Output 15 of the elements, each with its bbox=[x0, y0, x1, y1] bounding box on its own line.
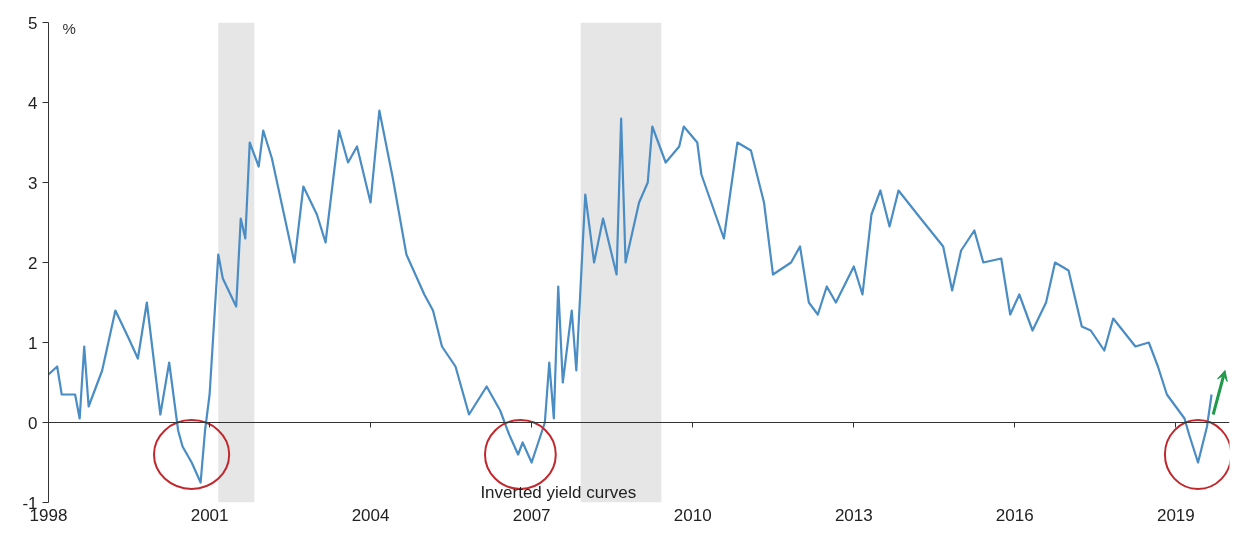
y-tick-label: 4 bbox=[28, 93, 38, 113]
x-tick-label: 2013 bbox=[834, 505, 873, 525]
y-tick-label: 2 bbox=[28, 253, 38, 273]
y-tick-label: 5 bbox=[28, 13, 38, 33]
y-tick-label: 1 bbox=[28, 333, 38, 353]
x-tick-label: 2004 bbox=[351, 505, 390, 525]
y-axis-title: % bbox=[62, 19, 76, 37]
y-tick-label: 0 bbox=[28, 413, 38, 433]
y-tick-label: 3 bbox=[28, 173, 38, 193]
x-tick-label: 2010 bbox=[673, 505, 712, 525]
annotation: Inverted yield curves bbox=[480, 482, 637, 502]
x-tick-label: 2016 bbox=[995, 505, 1034, 525]
x-tick-label: 2019 bbox=[1156, 505, 1195, 525]
x-tick-label: 2001 bbox=[190, 505, 229, 525]
x-tick-label: 2007 bbox=[512, 505, 551, 525]
